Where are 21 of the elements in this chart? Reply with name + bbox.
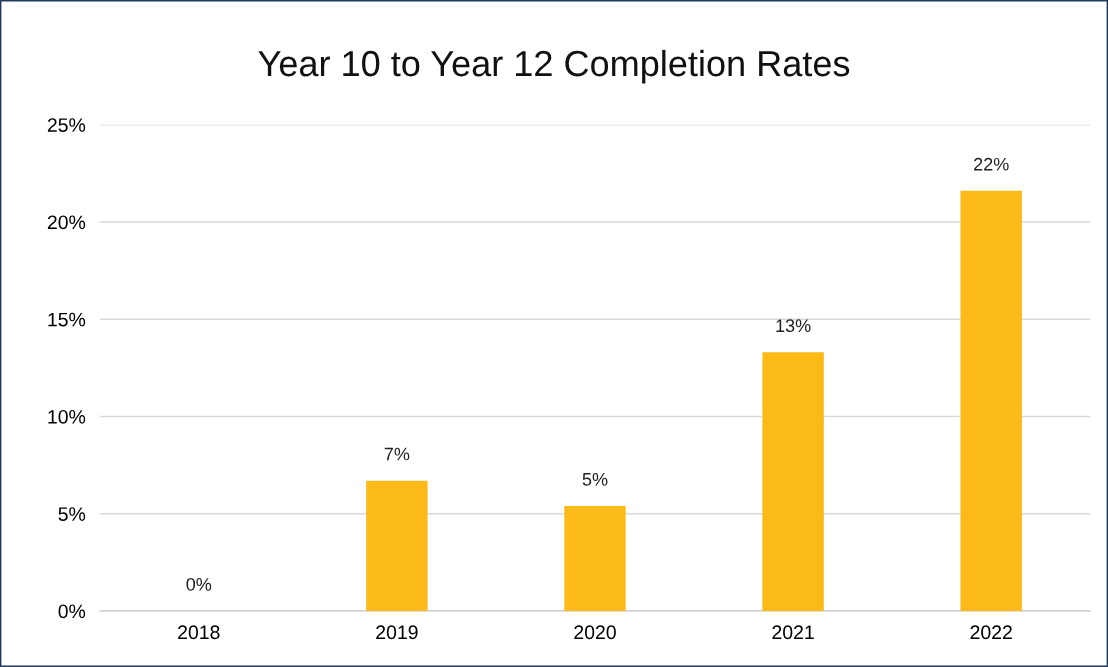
y-tick-label: 25% — [47, 118, 86, 132]
y-tick-label: 5% — [58, 507, 86, 521]
bar — [960, 190, 1022, 611]
y-tick-label: 20% — [47, 215, 86, 230]
bar — [366, 480, 428, 611]
data-label: 22% — [974, 157, 1009, 171]
bar — [762, 352, 824, 611]
y-tick-label: 10% — [48, 409, 86, 424]
y-tick-label: 15% — [48, 312, 86, 327]
chart-title: Year 10 to Year 12 Completion Rates — [258, 49, 850, 84]
data-label: 5% — [582, 473, 608, 486]
data-label: 0% — [186, 577, 212, 591]
x-tick-label: 2018 — [178, 625, 220, 640]
x-tick-label: 2022 — [970, 625, 1012, 640]
data-label: 7% — [384, 447, 410, 461]
data-label: 13% — [776, 319, 811, 333]
bar — [564, 505, 626, 611]
y-tick-label: 0% — [58, 604, 86, 619]
x-tick-label: 2020 — [574, 625, 616, 640]
x-tick-label: 2021 — [772, 625, 814, 640]
x-tick-label: 2019 — [376, 625, 418, 640]
